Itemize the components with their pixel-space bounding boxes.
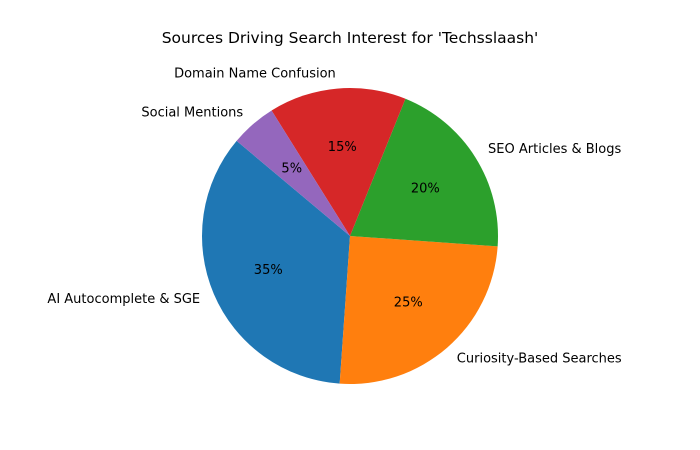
slice-percent-domain-name-confusion: 15% <box>328 140 357 155</box>
pie-labels: AI Autocomplete & SGE 35% Curiosity-Based … <box>47 66 621 366</box>
slice-label-ai-autocomplete-sge: AI Autocomplete & SGE <box>47 292 200 307</box>
pie-slice-ai-autocomplete-sge <box>202 140 350 384</box>
pie-slices <box>202 88 498 384</box>
slice-percent-curiosity-based-searches: 25% <box>394 296 423 311</box>
slice-label-domain-name-confusion: Domain Name Confusion <box>174 66 336 81</box>
slice-percent-seo-articles-blogs: 20% <box>411 181 440 196</box>
slice-label-curiosity-based-searches: Curiosity-Based Searches <box>457 351 622 366</box>
pie-slice-seo-articles-blogs <box>350 98 498 247</box>
pie-slice-social-mentions <box>236 110 350 236</box>
slice-percent-ai-autocomplete-sge: 35% <box>254 263 283 278</box>
slice-percent-social-mentions: 5% <box>281 161 302 176</box>
chart-title: Sources Driving Search Interest for 'Tec… <box>162 29 539 47</box>
slice-label-social-mentions: Social Mentions <box>141 106 243 121</box>
pie-slice-curiosity-based-searches <box>339 236 498 384</box>
slice-label-seo-articles-blogs: SEO Articles & Blogs <box>488 142 621 157</box>
pie-slice-domain-name-confusion <box>271 88 406 236</box>
